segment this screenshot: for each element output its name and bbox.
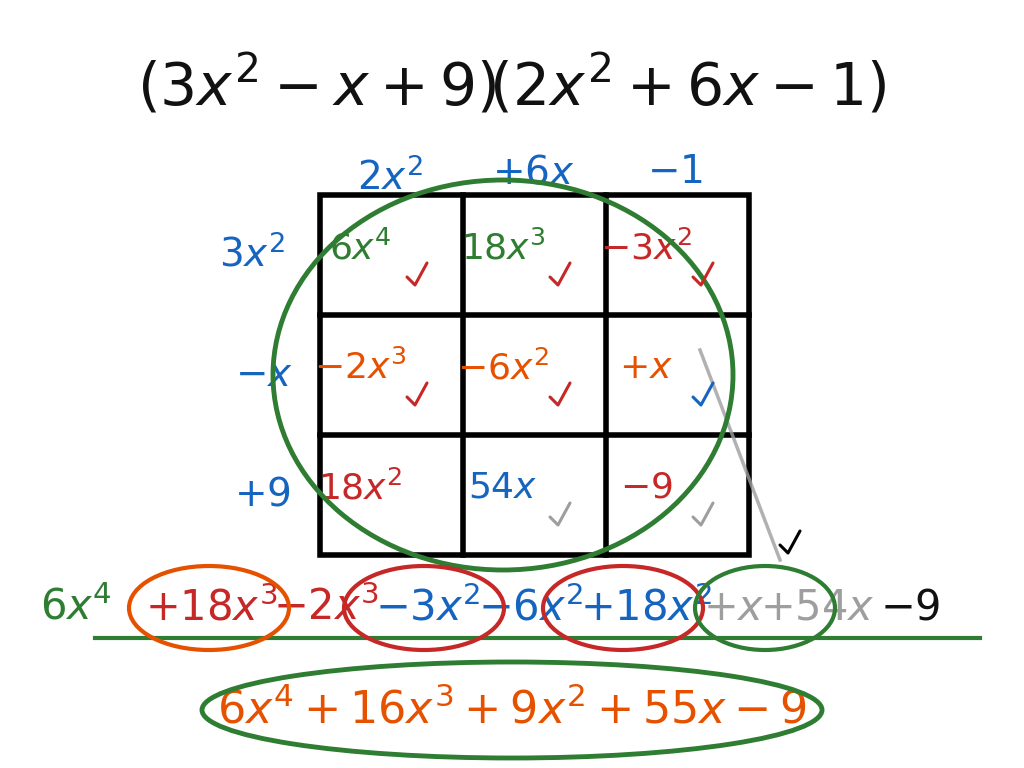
- Text: $2x^2$: $2x^2$: [357, 158, 423, 198]
- Text: $+18x^3$: $+18x^3$: [145, 587, 278, 629]
- Text: $6x^4$: $6x^4$: [329, 230, 391, 266]
- Text: $-9$: $-9$: [880, 587, 940, 629]
- Text: $-1$: $-1$: [647, 153, 702, 191]
- Text: $+x$: $+x$: [620, 351, 673, 385]
- Text: $-9$: $-9$: [620, 471, 673, 505]
- Text: $18x^3$: $18x^3$: [461, 230, 546, 266]
- Bar: [319, 195, 749, 555]
- Text: $-6x^2$: $-6x^2$: [457, 350, 549, 386]
- Text: $-6x^2$: $-6x^2$: [478, 587, 584, 629]
- Text: $54x$: $54x$: [468, 471, 538, 505]
- Text: $-2x^3$: $-2x^3$: [273, 587, 379, 629]
- Text: $-x$: $-x$: [236, 356, 293, 394]
- Text: $\left(3x^2 - x + 9\right)\!\left(2x^2 + 6x - 1\right)$: $\left(3x^2 - x + 9\right)\!\left(2x^2 +…: [137, 53, 887, 117]
- Text: $+x$: $+x$: [703, 587, 765, 629]
- Text: $-3x^2$: $-3x^2$: [600, 230, 692, 266]
- Text: $6x^4+16x^3+9x^2+55x-9$: $6x^4+16x^3+9x^2+55x-9$: [217, 687, 807, 733]
- Text: $6x^4$: $6x^4$: [40, 587, 112, 629]
- Text: $3x^2$: $3x^2$: [219, 235, 285, 275]
- Text: $+54x$: $+54x$: [760, 587, 874, 629]
- Text: $-2x^3$: $-2x^3$: [314, 350, 407, 386]
- Text: $+6x$: $+6x$: [492, 153, 574, 191]
- Text: $+18x^2$: $+18x^2$: [580, 587, 712, 629]
- Text: $-3x^2$: $-3x^2$: [375, 587, 480, 629]
- Text: $+9$: $+9$: [234, 476, 291, 514]
- Text: $18x^2$: $18x^2$: [317, 470, 402, 506]
